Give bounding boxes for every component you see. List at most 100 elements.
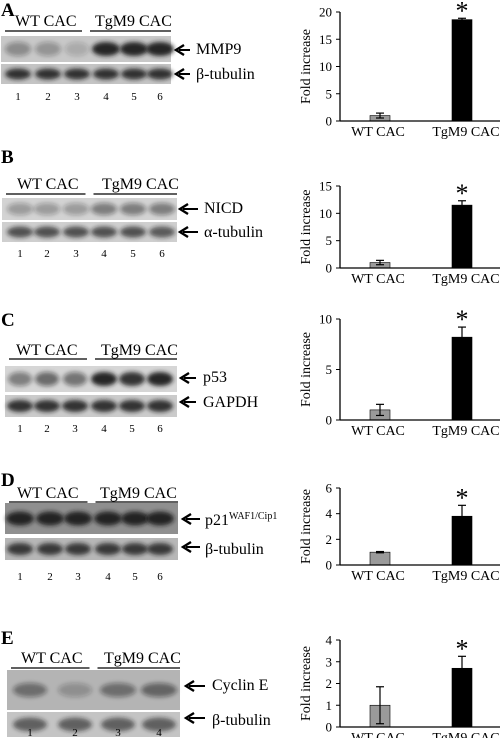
y-tick-label: 6 [326,481,333,496]
y-tick-label: 5 [326,233,333,248]
lane-number: 6 [157,91,163,103]
blot-band [94,511,122,526]
y-axis-label: Fold increase [299,29,314,104]
blot-panel-b: BWT CAC TgM9 CAC NICD α-tubulin 1 2 3 4 5 6 [1,147,263,260]
blot-band [121,68,147,80]
arrow-head [178,371,190,385]
group-label-tgm9: TgM9 CAC [104,650,181,667]
blot-band [120,226,146,238]
blot-band [120,202,146,216]
bar-chart-e: 0 1 2 3 4 WT CAC TgM9 CAC * Fold increase [299,633,500,743]
arrow-target [180,512,200,526]
y-tick-label: 1 [326,698,333,713]
blot-band [141,683,177,697]
bar-chart-b: 0 5 10 15 WT CAC TgM9 CAC * Fold increase [299,179,500,287]
lane-number: 5 [129,423,135,435]
lane-number: 1 [17,248,23,260]
blot-band [35,68,61,80]
blot-band [95,542,121,556]
arrow-head [183,711,195,725]
y-tick-label: 0 [326,558,333,573]
blot-row-target [5,503,178,534]
blot-band [65,42,89,56]
blot-band [62,399,88,413]
blot-panel-c: CWT CAC TgM9 CAC p53 GAPDH 1 2 3 4 5 6 [1,310,259,435]
lane-number: 2 [45,91,51,103]
significance-star: * [456,179,469,208]
lane-number: 4 [103,91,109,103]
blot-row-target [2,198,177,220]
y-tick-label: 4 [326,633,333,648]
error-bar [376,259,384,266]
blot-band [34,226,60,238]
blot-row-label-loading: β-tubulin [196,66,255,83]
blot-row-label-target: MMP9 [196,41,241,58]
bar-chart-a: 0 5 10 15 20 WT CAC TgM9 CAC * Fold increase [299,0,500,140]
error-bar [376,550,384,554]
blot-band [5,42,31,56]
blot-band [8,372,32,386]
lane-number: 6 [157,423,163,435]
error-bar [458,504,466,517]
bar-tgm9 [451,667,473,728]
blot-band [100,683,136,697]
y-tick-label: 0 [326,261,333,276]
y-tick-label: 15 [319,32,332,47]
x-tick-label: TgM9 CAC [432,731,499,738]
lane-number: 2 [72,727,78,738]
y-tick-label: 5 [326,362,333,377]
y-tick-label: 4 [326,506,333,521]
blot-band [122,542,148,556]
error-bar [458,326,466,338]
blot-band [37,542,63,556]
lane-number: 5 [130,248,136,260]
blot-row-label-loading: α-tubulin [204,224,263,241]
lane-number: 2 [44,248,50,260]
blot-band [65,542,91,556]
lane-number: 3 [72,423,78,435]
panel-letter: C [1,310,15,331]
blot-band [147,542,173,556]
group-label-wt: WT CAC [16,342,77,359]
lane-number: 3 [74,91,80,103]
arrow-target [173,43,190,57]
blot-band [121,511,149,526]
lane-number: 1 [27,727,33,738]
x-tick-label: WT CAC [351,424,405,439]
significance-star: * [456,634,469,663]
panel-letter: D [1,470,15,491]
group-label-wt: WT CAC [17,485,78,502]
blot-row-label-target: p53 [203,369,227,386]
blot-band [13,717,47,732]
y-tick-label: 15 [319,179,332,194]
blot-row-target [5,366,177,392]
blot-band [35,42,61,56]
x-tick-label: WT CAC [351,731,405,738]
lane-number: 4 [105,571,111,583]
blot-row-loading-control [7,712,180,737]
blot-panel-d: DWT CAC TgM9 CAC p21WAF1/Cip1 β-tubulin 1 2 3 4… [1,470,277,583]
panel-letter: A [1,0,15,21]
blot-band [64,511,92,526]
arrow-target [177,202,198,216]
blot-panel-e: E WT CAC TgM9 CAC Cyclin E β-tubulin 1 2 3 4 [1,628,271,739]
group-label-tgm9: TgM9 CAC [102,176,179,193]
y-tick-label: 3 [326,654,333,669]
blot-band [34,399,60,413]
y-axis-label: Fold increase [299,189,314,264]
lane-number: 6 [159,248,165,260]
lane-number: 2 [47,571,53,583]
arrow-target [178,371,196,385]
bar-tgm9 [451,336,473,421]
y-tick-label: 5 [326,86,333,101]
group-label-tgm9: TgM9 CAC [100,485,177,502]
lane-number: 1 [17,571,23,583]
arrow-loading [177,225,198,239]
lane-number: 2 [44,423,50,435]
y-axis-label: Fold increase [299,489,314,564]
blot-band [91,372,117,386]
arrow-head [178,395,190,409]
x-tick-label: WT CAC [351,272,405,287]
arrow-loading [183,711,205,725]
